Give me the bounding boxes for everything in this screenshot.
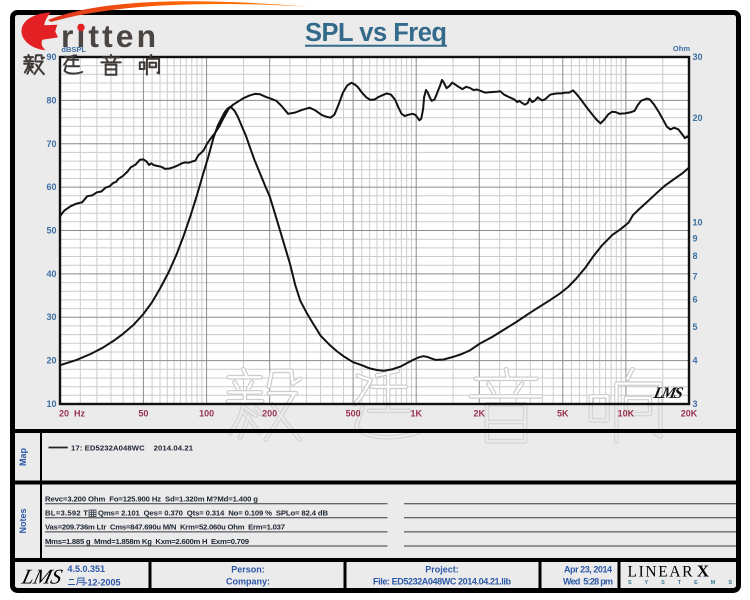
svg-text:90: 90 — [46, 52, 56, 62]
svg-text:20K: 20K — [681, 409, 698, 419]
svg-text:ritten: ritten — [61, 18, 159, 54]
svg-text:50: 50 — [138, 409, 148, 419]
svg-text:2K: 2K — [474, 409, 486, 419]
svg-text:30: 30 — [693, 52, 703, 62]
svg-text:Person:: Person: — [231, 565, 265, 575]
svg-text:Project:: Project: — [425, 565, 459, 575]
svg-text:8: 8 — [693, 251, 698, 261]
svg-text:17: ED5232A048WC 2014.04.21: 17: ED5232A048WC 2014.04.21 — [71, 444, 194, 453]
svg-text:100: 100 — [199, 409, 214, 419]
svg-text:SPL vs Freq: SPL vs Freq — [305, 19, 447, 47]
svg-text:80: 80 — [46, 95, 56, 105]
svg-text:Map: Map — [18, 447, 28, 466]
svg-text:File: ED5232A048WC 2014.04.21.: File: ED5232A048WC 2014.04.21.lib — [373, 577, 512, 587]
svg-text:1K: 1K — [410, 409, 422, 419]
svg-text:Apr 23, 2014: Apr 23, 2014 — [564, 565, 612, 575]
svg-text:30: 30 — [46, 312, 56, 322]
svg-text:7: 7 — [693, 271, 698, 281]
svg-text:Wed 5:28 pm: Wed 5:28 pm — [563, 577, 613, 587]
svg-text:Company:: Company: — [226, 577, 270, 587]
svg-text:Revc=3.200 Ohm Fo=125.900 Hz: Revc=3.200 Ohm Fo=125.900 Hz Sd=1.320m M… — [45, 495, 258, 504]
svg-text:6: 6 — [693, 295, 698, 305]
svg-text:9: 9 — [693, 233, 698, 243]
svg-text:Vas=209.736m Ltr Cms=847.690u: Vas=209.736m Ltr Cms=847.690u M/N Krm=52… — [45, 523, 285, 532]
svg-text:X: X — [697, 562, 709, 581]
svg-text:Qms= 2.101 Qes= 0.370 Qts= 0: Qms= 2.101 Qes= 0.370 Qts= 0.314 No= 0.1… — [98, 509, 328, 518]
svg-text:5K: 5K — [557, 409, 569, 419]
svg-text:20: 20 — [46, 356, 56, 366]
svg-text:Ohm: Ohm — [673, 44, 690, 53]
svg-text:200: 200 — [262, 409, 277, 419]
svg-text:500: 500 — [346, 409, 361, 419]
svg-text:Mms=1.885 g Mmd=1.858m Kg Kx: Mms=1.885 g Mmd=1.858m Kg Kxm=2.600m H E… — [45, 537, 249, 546]
svg-text:4.5.0.351: 4.5.0.351 — [68, 564, 106, 574]
svg-text:LMS: LMS — [651, 385, 685, 402]
svg-text:10K: 10K — [618, 409, 635, 419]
svg-text:LMS: LMS — [19, 565, 65, 589]
svg-text:50: 50 — [46, 226, 56, 236]
svg-text:40: 40 — [46, 269, 56, 279]
svg-text:10: 10 — [693, 218, 703, 228]
svg-text:70: 70 — [46, 139, 56, 149]
svg-text:10: 10 — [46, 399, 56, 409]
svg-text:Notes: Notes — [18, 508, 28, 533]
svg-text:4: 4 — [693, 356, 698, 366]
svg-text:5: 5 — [693, 322, 698, 332]
svg-text:20 Hz: 20 Hz — [59, 409, 86, 419]
svg-text:60: 60 — [46, 182, 56, 192]
svg-text:S Y S T E M S: S Y S T E M S — [628, 580, 732, 586]
svg-text:20: 20 — [693, 113, 703, 123]
svg-text:BL=3.592 T: BL=3.592 T — [45, 509, 88, 518]
svg-text:3: 3 — [693, 399, 698, 409]
svg-text:dBSPL: dBSPL — [61, 45, 86, 54]
svg-text:-12-2005: -12-2005 — [85, 578, 121, 588]
